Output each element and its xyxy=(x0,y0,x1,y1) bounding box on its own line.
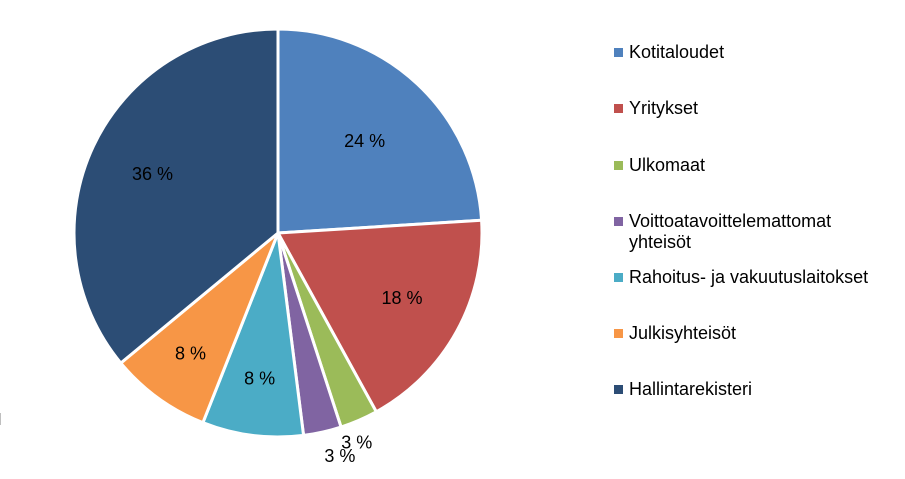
pie-slice-kotitaloudet xyxy=(276,27,484,235)
legend-swatch xyxy=(614,273,623,282)
legend-item-hallintarekisteri: Hallintarekisteri xyxy=(614,379,899,400)
legend-swatch xyxy=(614,217,623,226)
legend-label: Yritykset xyxy=(629,98,699,118)
legend-label: Ulkomaat xyxy=(629,155,706,175)
pie-slice-label: 18 % xyxy=(381,288,422,308)
legend-item-julkisyhteisot: Julkisyhteisöt xyxy=(614,323,899,344)
legend-swatch xyxy=(614,385,623,394)
pie-slice-julkisyhteisöt xyxy=(119,231,280,425)
pie-slices xyxy=(72,27,484,439)
legend-label: Kotitaloudet xyxy=(629,42,725,62)
pie-slice-labels: 24 % 18 % 3 %3 % 8 % 8 % 36 % xyxy=(132,131,423,466)
pie-slice-label: 8 % xyxy=(175,343,206,363)
legend-swatch xyxy=(614,161,623,170)
pie-slice-hallintarekisteri xyxy=(72,27,280,365)
legend-swatch xyxy=(614,104,623,113)
legend-label: Rahoitus- ja vakuutuslaitokset xyxy=(629,267,869,287)
pie-slice-label: 3 % xyxy=(324,446,355,466)
legend-swatch xyxy=(614,329,623,338)
legend-item-kotitaloudet: Kotitaloudet xyxy=(614,42,899,63)
legend-item-rahoitus-ja-vakuutuslaitokset: Rahoitus- ja vakuutuslaitokset xyxy=(614,267,899,288)
edge-mark xyxy=(0,413,4,425)
legend-item-ulkomaat: Ulkomaat xyxy=(614,155,899,176)
legend-label: Hallintarekisteri xyxy=(629,379,753,399)
legend-label: Julkisyhteisöt xyxy=(629,323,737,343)
pie-slice-label: 3 % xyxy=(341,433,372,453)
pie-slice-yritykset xyxy=(276,218,484,414)
legend-item-voittoatavoittelemattomat-yhteisot: Voittoatavoittelemattomat yhteisöt xyxy=(614,211,869,253)
pie-slice-label: 24 % xyxy=(344,131,385,151)
pie-slice-label: 8 % xyxy=(244,369,275,389)
pie-slice-rahoitus-ja-vakuutuslaitokset xyxy=(201,231,306,439)
legend-item-yritykset: Yritykset xyxy=(614,98,899,119)
legend-label: Voittoatavoittelemattomat yhteisöt xyxy=(629,211,832,252)
pie-slice-label: 36 % xyxy=(132,164,173,184)
legend-swatch xyxy=(614,48,623,57)
